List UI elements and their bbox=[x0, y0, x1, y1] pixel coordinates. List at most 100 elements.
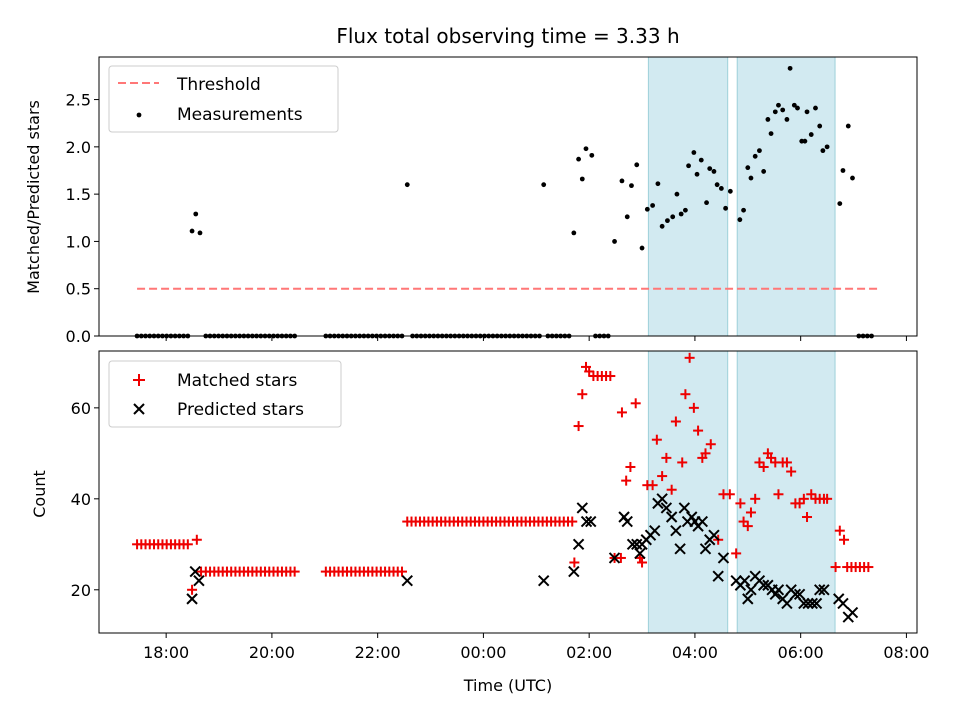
predicted-star-point bbox=[678, 502, 691, 514]
matched-star-point bbox=[191, 534, 202, 545]
measurement-point bbox=[768, 131, 774, 137]
measurement-point bbox=[718, 186, 724, 191]
measurement-point bbox=[624, 214, 630, 220]
matched-star-point bbox=[688, 402, 699, 413]
matched-star-point bbox=[731, 548, 742, 559]
matched-star-point bbox=[798, 493, 809, 504]
predicted-star-point bbox=[193, 574, 205, 587]
matched-star-point bbox=[745, 507, 756, 518]
legend-predicted-swatch bbox=[133, 403, 145, 415]
top-observing-span-2 bbox=[736, 56, 836, 337]
bottom-legend-box bbox=[108, 360, 342, 428]
measurement-point bbox=[787, 65, 793, 71]
chart-title: Flux total observing time = 3.33 h bbox=[336, 24, 679, 48]
matched-star-point bbox=[684, 352, 695, 363]
matched-star-point bbox=[577, 389, 588, 400]
measurement-point bbox=[802, 138, 808, 144]
measurement-point bbox=[840, 168, 846, 173]
measurement-point bbox=[650, 203, 656, 208]
matched-star-point bbox=[802, 512, 813, 523]
top-legend-box bbox=[108, 65, 339, 133]
predicted-star-point bbox=[696, 515, 709, 528]
measurement-point bbox=[691, 150, 697, 155]
measurement-point bbox=[704, 200, 709, 206]
measurement-point bbox=[813, 105, 818, 111]
legend-matched-swatch bbox=[133, 374, 145, 386]
predicted-star-point bbox=[798, 597, 810, 610]
matched-star-point bbox=[615, 552, 626, 563]
predicted-star-point bbox=[660, 502, 673, 514]
x-tick-label: 22:00 bbox=[355, 643, 401, 662]
matched-star-point bbox=[735, 498, 746, 509]
matched-star-point bbox=[724, 489, 735, 500]
predicted-star-point bbox=[802, 597, 814, 610]
predicted-star-point bbox=[537, 574, 550, 587]
predicted-star-point bbox=[814, 584, 826, 596]
top-x-tick-marks bbox=[165, 336, 907, 341]
matched-star-point bbox=[187, 584, 198, 595]
bottom-axes-frame bbox=[98, 350, 918, 634]
predicted-star-point bbox=[621, 515, 633, 528]
matched-star-point bbox=[605, 371, 616, 382]
measurement-point bbox=[850, 175, 855, 181]
measurement-point bbox=[723, 205, 728, 211]
x-tick-label: 04:00 bbox=[672, 643, 718, 662]
matched-star-point bbox=[569, 557, 580, 568]
measurement-point bbox=[698, 157, 704, 163]
measurement-point bbox=[678, 211, 684, 217]
predicted-star-point bbox=[608, 552, 621, 564]
predicted-star-point bbox=[818, 584, 830, 596]
top-y-axis: 0.0 0.5 1.0 1.5 2.0 2.5 bbox=[66, 91, 99, 346]
bottom-y-axis-label: Count bbox=[30, 470, 49, 518]
predicted-star-point bbox=[810, 597, 823, 610]
measurement-point bbox=[655, 181, 661, 187]
predicted-star-point bbox=[670, 524, 682, 537]
measurement-point bbox=[193, 211, 199, 217]
measurement-point bbox=[541, 182, 547, 188]
matched-star-point bbox=[677, 457, 688, 468]
top-panel: 0.0 0.5 1.0 1.5 2.0 2.5 Matched/Predicted sta… bbox=[24, 56, 918, 346]
measurement-point bbox=[714, 182, 720, 188]
x-axis-label: Time (UTC) bbox=[463, 676, 552, 695]
measurement-point bbox=[665, 218, 670, 224]
matched-star-point bbox=[616, 407, 627, 418]
measurement-point bbox=[845, 123, 851, 129]
measurement-point bbox=[804, 109, 810, 115]
measurement-point bbox=[589, 152, 595, 158]
matched-star-point bbox=[834, 525, 845, 536]
measurement-point bbox=[765, 117, 771, 122]
matched-star-point bbox=[670, 416, 681, 427]
matched-star-point bbox=[680, 389, 691, 400]
measurement-point bbox=[745, 165, 751, 171]
matched-star-point bbox=[786, 466, 797, 477]
measurement-point bbox=[686, 163, 691, 169]
bottom-y-axis: 20 40 60 bbox=[71, 399, 99, 600]
predicted-star-point bbox=[708, 529, 720, 541]
measurement-point bbox=[737, 217, 743, 223]
matched-star-point bbox=[182, 539, 193, 550]
measurement-point bbox=[639, 245, 645, 251]
matched-star-point bbox=[661, 452, 672, 463]
measurement-point bbox=[780, 107, 786, 113]
matched-star-point bbox=[396, 566, 407, 577]
matched-star-point bbox=[637, 557, 648, 568]
matched-star-point bbox=[839, 534, 850, 545]
measurement-point bbox=[761, 169, 767, 174]
predicted-star-point bbox=[634, 547, 646, 560]
legend-predicted-label: Predicted stars bbox=[177, 400, 304, 420]
matched-star-point bbox=[657, 471, 668, 482]
top-y-tick-label: 1.5 bbox=[66, 185, 91, 204]
measurement-point bbox=[683, 207, 688, 213]
bottom-legend: Matched stars Predicted stars bbox=[108, 360, 342, 428]
matched-star-point bbox=[573, 421, 584, 432]
predicted-star-point bbox=[401, 574, 413, 587]
x-tick-label: 08:00 bbox=[883, 643, 929, 662]
measurement-point bbox=[694, 171, 700, 177]
matched-star-point bbox=[705, 439, 716, 450]
matched-star-point bbox=[693, 425, 704, 436]
top-observing-spans bbox=[647, 56, 836, 337]
legend-matched-label: Matched stars bbox=[177, 371, 297, 391]
top-observing-span-1 bbox=[647, 56, 729, 337]
measurement-point bbox=[791, 102, 797, 108]
predicted-star-point bbox=[757, 579, 770, 591]
